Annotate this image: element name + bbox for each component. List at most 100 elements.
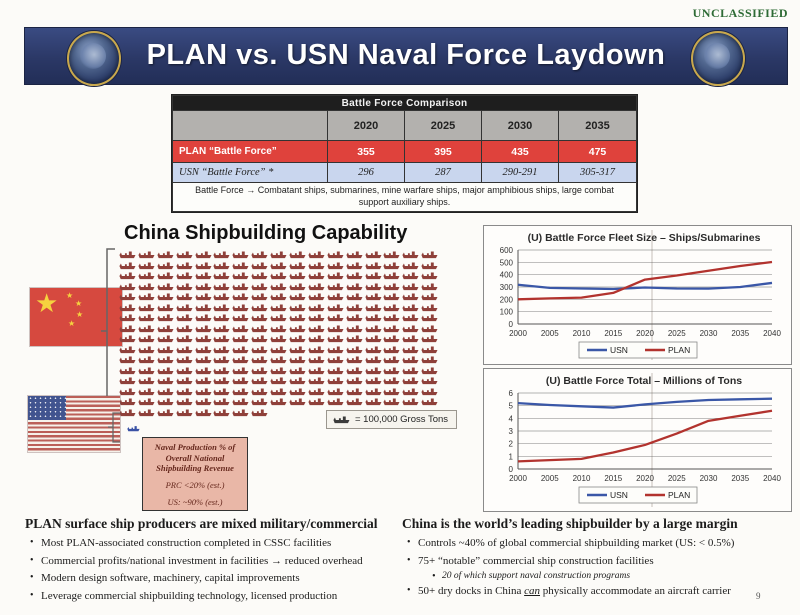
ship-icon [289,271,306,280]
ship-icon [157,408,174,417]
series-line-plan [517,260,773,301]
ship-icon [251,366,268,375]
ship-icon [365,355,382,364]
ship-icon [421,397,438,406]
ship-icon [232,250,249,259]
ship-icon [327,261,344,270]
us-fleet-grid [127,419,140,437]
ship-icon [176,324,193,333]
ship-icon [232,303,249,312]
ship-icon [346,376,363,385]
ship-icon [421,345,438,354]
ship-icon [251,334,268,343]
ship-icon [383,250,400,259]
drydock-text-pre: 50+ dry docks in China [418,585,525,598]
ship-icon [270,355,287,364]
ship-icon [383,303,400,312]
ship-icon [365,303,382,312]
ship-icon [421,387,438,396]
ship-icon [157,366,174,375]
ship-icon [232,313,249,322]
ship-icon [251,282,268,291]
ship-icon [232,271,249,280]
x-tick-label: 2005 [541,329,559,338]
ship-icon [195,292,212,301]
ship-icon [270,345,287,354]
x-tick-label: 2025 [668,329,686,338]
ship-icon [308,397,325,406]
plan-value: 435 [481,140,559,163]
ship-icon [421,324,438,333]
ship-icon [176,313,193,322]
ship-icon [251,324,268,333]
fleet-size-chart: (U) Battle Force Fleet Size – Ships/Subm… [483,225,792,365]
ship-icon [289,292,306,301]
ship-icon [346,303,363,312]
x-tick-label: 2035 [731,329,749,338]
ship-icon [402,303,419,312]
series-line-plan [517,409,773,463]
ship-icon [346,250,363,259]
ship-icon [270,282,287,291]
ship-icon [327,271,344,280]
ship-icon [251,250,268,259]
ship-icon [176,408,193,417]
ship-icon [421,303,438,312]
gross-tons-label: = 100,000 Gross Tons [355,414,449,425]
ship-icon [289,366,306,375]
ship-icon [176,303,193,312]
y-tick-label: 300 [500,283,514,292]
bottom-left-bullets: Most PLAN-associated construction comple… [25,535,399,605]
ship-icon [308,261,325,270]
ship-icon [195,271,212,280]
plan-row-label: PLAN “Battle Force” [172,140,328,163]
ship-icon [213,282,230,291]
y-tick-label: 0 [509,465,514,474]
plan-value: 475 [557,140,638,163]
x-tick-label: 2010 [573,329,591,338]
usn-value: 296 [327,162,405,183]
y-tick-label: 6 [509,389,514,398]
series-line-usn [517,397,773,409]
ship-icon [308,345,325,354]
ship-icon [383,334,400,343]
tonnage-chart: (U) Battle Force Total – Millions of Ton… [483,368,792,512]
ship-icon [232,261,249,270]
table-corner-cell [172,110,328,141]
x-tick-label: 2015 [604,474,622,483]
china-fleet-grid [119,250,442,418]
ship-icon [383,397,400,406]
year-header: 2025 [404,110,482,141]
ship-icon [127,425,140,432]
ship-icon [138,292,155,301]
note-line-us: US: ~90% (est.) [167,496,223,507]
ship-icon [421,355,438,364]
ship-icon [365,324,382,333]
ship-icon [213,313,230,322]
y-tick-label: 0 [509,320,514,329]
ship-icon [195,355,212,364]
page-number: 9 [756,591,761,601]
ship-icon [176,345,193,354]
ship-icon [138,250,155,259]
ship-icon [176,261,193,270]
ship-icon [346,345,363,354]
ship-icon [232,345,249,354]
classification-banner: UNCLASSIFIED [692,6,788,20]
y-tick-label: 1 [509,452,514,461]
ship-icon [327,324,344,333]
naval-production-note: Naval Production % of Overall National S… [142,437,248,511]
ship-icon [138,387,155,396]
plan-value: 355 [327,140,405,163]
ship-icon [365,387,382,396]
ship-icon [138,334,155,343]
ship-icon [251,313,268,322]
ship-icon [251,345,268,354]
ship-icon [195,250,212,259]
bullet-item: Leverage commercial shipbuilding technol… [25,588,399,606]
ship-icon [138,376,155,385]
ship-icon [346,282,363,291]
ship-icon [308,250,325,259]
ship-icon [308,313,325,322]
